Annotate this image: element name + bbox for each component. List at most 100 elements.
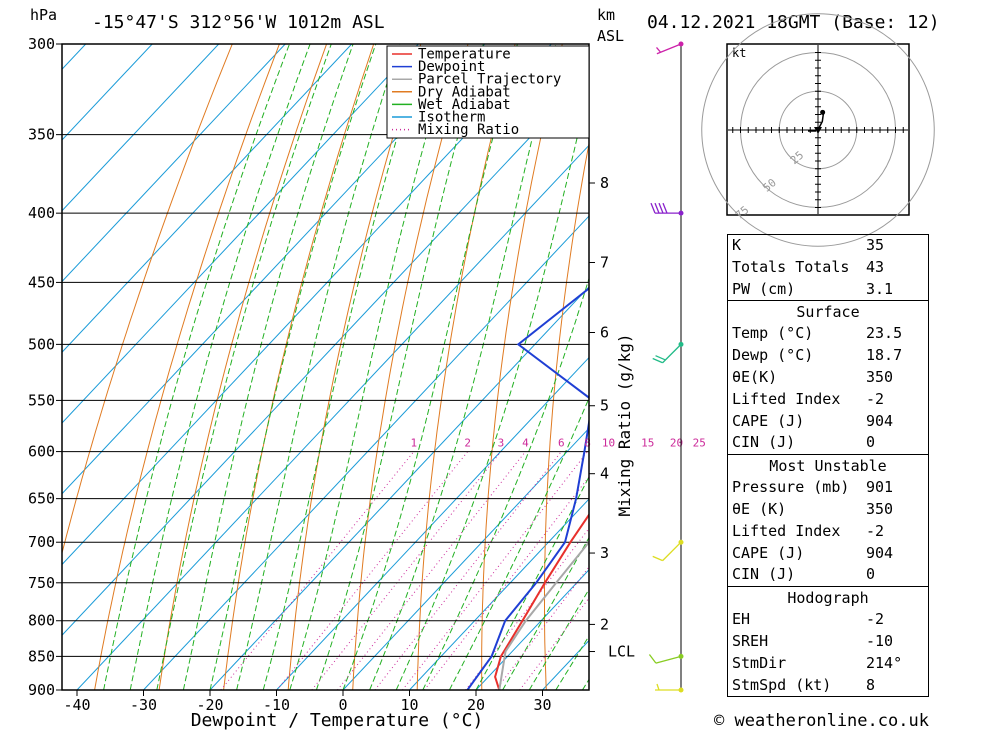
mixing-ratio-line [374, 451, 562, 690]
mixing-ratio-line [424, 476, 589, 690]
mixing-ratio-label: 4 [522, 437, 529, 450]
hodograph-top-point [820, 109, 826, 115]
pressure-tick-label: 800 [28, 612, 55, 630]
mixing-ratio-axis-title: Mixing Ratio (g/kg) [615, 333, 634, 516]
pressure-tick-label: 650 [28, 490, 55, 508]
hodo-label: SREH [732, 631, 769, 650]
surface-row: Dewp (°C) 18.7 [728, 345, 928, 367]
hodo-label: StmDir [732, 653, 787, 672]
dewpoint-line [466, 287, 589, 690]
surface-label: Lifted Index [732, 389, 841, 408]
mixing-ratio-label: 3 [498, 437, 505, 450]
height-km-axis: 8 7 6 5 4 3 2 LCL [589, 174, 635, 661]
pressure-tick-label: 300 [28, 35, 55, 53]
wet-adiabat-line [395, 86, 589, 690]
dry-adiabat-line [352, 44, 469, 690]
mixing-ratio-labels: 1 2 3 4 6 8 10 15 20 25 [410, 437, 705, 450]
surface-value: 0 [866, 433, 876, 452]
isotherm-line [62, 44, 486, 495]
temperature-tick-label: 30 [533, 696, 551, 714]
wind-barb [656, 41, 684, 55]
mixing-ratio-line [276, 451, 469, 690]
index-value: 35 [866, 236, 885, 254]
isotherm-line [62, 44, 153, 141]
pressure-tick-label: 400 [28, 204, 55, 222]
index-label: K [732, 236, 742, 254]
wind-barb [652, 341, 684, 364]
isotherm-line [62, 44, 220, 212]
pressure-tick-label: 850 [28, 647, 55, 665]
wet-adiabat-line [262, 44, 426, 690]
surface-label: θE(K) [732, 367, 778, 386]
legend-label: Dewpoint [418, 59, 485, 75]
mu-row: Lifted Index -2 [728, 521, 928, 543]
mu-label: CAPE (J) [732, 543, 805, 562]
mixing-ratio-label: 1 [410, 437, 417, 450]
pressure-axis: 300 350 400 450 500 550 600 650 700 750 800 850 900 [28, 35, 62, 699]
isotherm-line [76, 144, 589, 690]
surface-value: -2 [866, 389, 885, 408]
km-label: km [597, 6, 615, 24]
wind-barb-half-feather [656, 683, 660, 691]
asl-label: ASL [597, 27, 624, 45]
wet-adiabat-line [103, 44, 290, 690]
location-title: -15°47'S 312°56'W 1012m ASL [92, 12, 385, 33]
wind-barb [655, 683, 684, 693]
surface-label: CIN (J) [732, 433, 796, 452]
mixing-ratio-label: 15 [641, 437, 654, 450]
index-value: 3.1 [866, 279, 894, 298]
index-label: Totals Totals [732, 257, 850, 276]
surface-row: CAPE (J) 904 [728, 411, 928, 433]
surface-label: CAPE (J) [732, 411, 805, 430]
mu-value: 350 [866, 499, 894, 518]
mu-value: 0 [866, 565, 876, 584]
isotherm-line [62, 44, 552, 566]
legend-label: Wet Adiabat [418, 97, 511, 113]
index-row-k: K 35 [728, 235, 928, 257]
mu-label: θE (K) [732, 499, 787, 518]
legend-label: Parcel Trajectory [418, 72, 561, 88]
wind-barb-shaft [655, 655, 682, 664]
dry-adiabat-line [935, 44, 998, 690]
lcl-label: LCL [608, 643, 635, 661]
height-tick-label: 4 [600, 465, 609, 483]
plot-frame [61, 43, 590, 691]
mu-value: 901 [866, 478, 894, 497]
dry-adiabat-line [985, 44, 1000, 690]
mu-label: Lifted Index [732, 521, 841, 540]
mixing-ratio-label: 25 [693, 437, 706, 450]
hodo-row: EH -2 [728, 609, 928, 631]
pressure-tick-label: 750 [28, 574, 55, 592]
pressure-tick-label: 450 [28, 273, 55, 291]
mixing-ratio-line [495, 566, 589, 690]
copyright-text: © weatheronline.co.uk [714, 711, 929, 731]
legend-label: Mixing Ratio [418, 122, 519, 138]
wind-barb [652, 539, 684, 562]
wet-adiabat-line [129, 44, 311, 690]
surface-row: Lifted Index -2 [728, 389, 928, 411]
index-row-totals: Totals Totals 43 [728, 257, 928, 279]
hodograph-unit-label: kt [732, 46, 746, 60]
surface-value: 18.7 [866, 346, 903, 365]
storm-motion-marker [814, 127, 822, 134]
wind-barb-feather [662, 202, 668, 214]
surface-row: θE(K) 350 [728, 367, 928, 389]
wind-barb-feather [652, 555, 663, 562]
legend-label: Dry Adiabat [418, 84, 511, 100]
temperature-axis: -40 -30 -20 -10 0 10 20 30 [63, 690, 552, 714]
mixing-ratio-line [337, 451, 526, 690]
most-unstable-heading: Most Unstable [728, 454, 928, 477]
pressure-tick-label: 900 [28, 681, 55, 699]
hodo-row: StmDir 214° [728, 653, 928, 675]
mu-label: Pressure (mb) [732, 478, 850, 497]
hodo-row: SREH -10 [728, 631, 928, 653]
mu-row: CAPE (J) 904 [728, 543, 928, 565]
profile-lines [466, 287, 589, 690]
mu-label: CIN (J) [732, 565, 796, 584]
pressure-tick-label: 500 [28, 335, 55, 353]
hodo-value: -2 [866, 610, 885, 629]
wind-barb-half-feather [656, 47, 662, 53]
mu-row: CIN (J) 0 [728, 564, 928, 586]
height-tick-label: 8 [600, 174, 609, 192]
